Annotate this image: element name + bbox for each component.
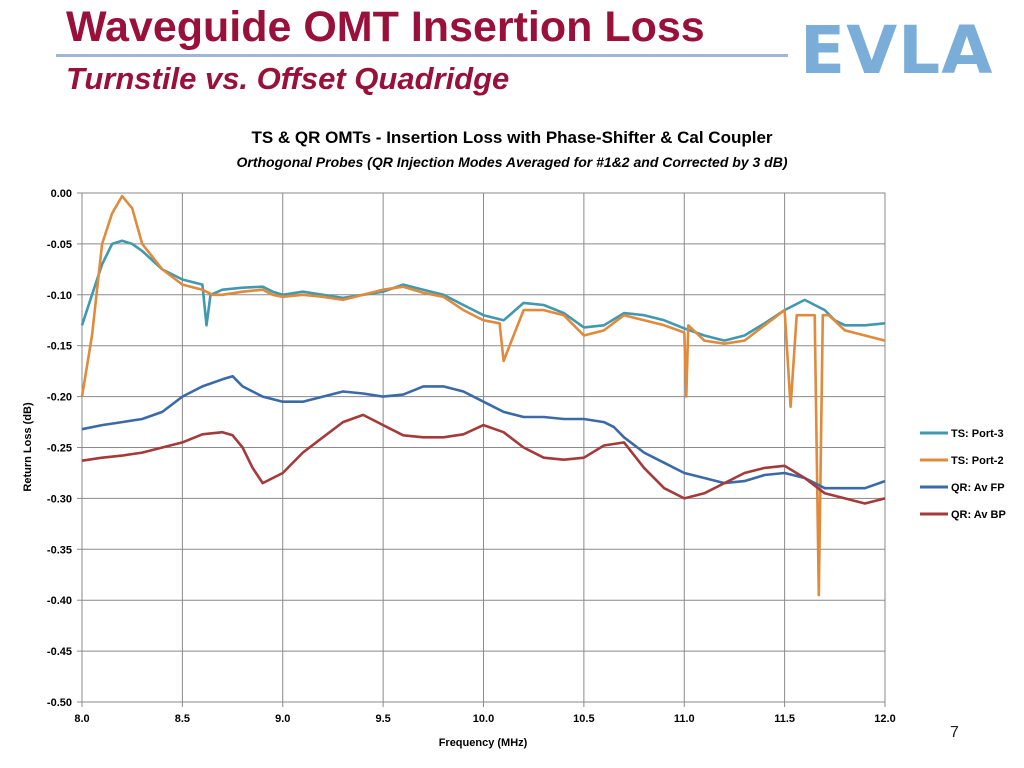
x-tick-label: 10.5	[573, 713, 594, 725]
series-line-2	[80, 194, 886, 597]
series-line-1	[80, 239, 886, 342]
y-tick-label: -0.50	[47, 697, 72, 709]
y-tick-label: -0.25	[47, 443, 72, 455]
y-tick-label: -0.05	[47, 239, 72, 251]
legend-label: QR: Av BP	[951, 509, 1006, 521]
y-axis-ticks: 0.00 -0.05 -0.10 -0.15 -0.20 -0.25 -0.30 -0.35 -…	[47, 188, 82, 709]
page-number: 7	[950, 724, 959, 741]
x-tick-label: 11.5	[774, 713, 795, 725]
y-tick-label: -0.15	[47, 341, 72, 353]
slide-subtitle: Turnstile vs. Offset Quadridge	[66, 61, 510, 96]
legend-label: TS: Port-2	[951, 455, 1004, 467]
legend: TS: Port-3 TS: Port-2 QR: Av FP QR: Av BP	[920, 428, 1006, 521]
evla-logo: EVLA	[800, 12, 994, 89]
slide-title: Waveguide OMT Insertion Loss	[66, 3, 705, 51]
y-tick-label: 0.00	[51, 188, 72, 200]
x-tick-label: 10.0	[473, 713, 494, 725]
y-tick-label: -0.40	[47, 595, 72, 607]
x-tick-label: 12.0	[874, 713, 895, 725]
legend-label: QR: Av FP	[951, 482, 1005, 494]
x-tick-label: 8.5	[175, 713, 190, 725]
x-axis-label: Frequency (MHz)	[439, 737, 528, 749]
title-underline	[56, 54, 788, 57]
series-lines	[80, 194, 886, 597]
x-tick-label: 9.5	[375, 713, 390, 725]
chart-subtitle: Orthogonal Probes (QR Injection Modes Av…	[236, 154, 787, 170]
legend-label: TS: Port-3	[951, 428, 1004, 440]
y-tick-label: -0.20	[47, 392, 72, 404]
x-tick-label: 8.0	[74, 713, 89, 725]
x-axis-ticks: 8.0 8.5 9.0 9.5 10.0 10.5 11.0 11.5 12.0	[74, 702, 896, 725]
y-tick-label: -0.10	[47, 290, 72, 302]
x-tick-label: 11.0	[674, 713, 695, 725]
y-axis-label: Return Loss (dB)	[22, 402, 34, 492]
chart-title: TS & QR OMTs - Insertion Loss with Phase…	[251, 128, 772, 147]
y-tick-label: -0.45	[47, 646, 72, 658]
series-line-3	[81, 374, 886, 490]
x-tick-label: 9.0	[275, 713, 290, 725]
series-line-4	[81, 413, 886, 505]
y-tick-label: -0.30	[47, 493, 72, 505]
y-tick-label: -0.35	[47, 544, 72, 556]
gridlines	[81, 192, 886, 703]
